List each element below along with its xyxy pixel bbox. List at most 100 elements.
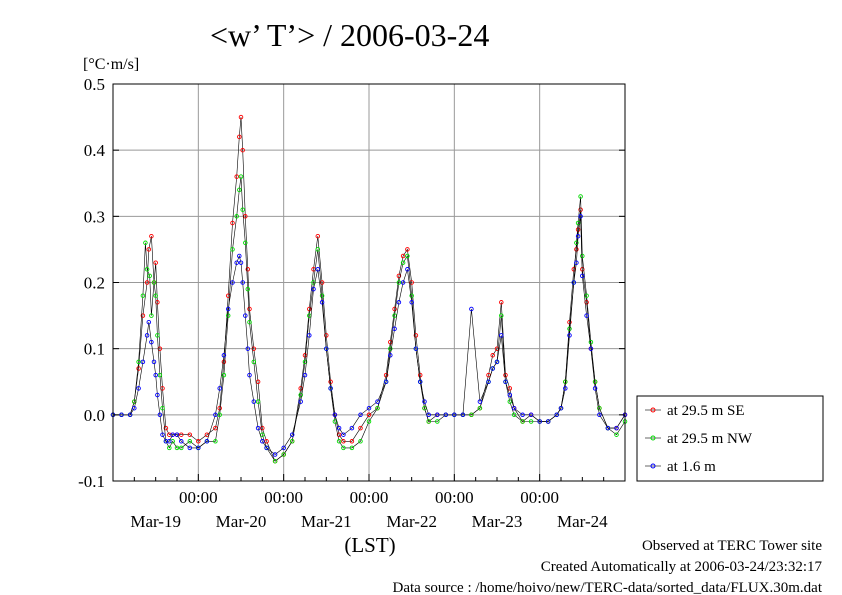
data-point <box>588 339 594 345</box>
data-point <box>554 412 559 418</box>
data-point <box>146 319 152 325</box>
data-point <box>422 399 427 404</box>
data-point <box>477 405 483 411</box>
data-point <box>537 419 542 424</box>
x-tick-hour-label: 00:00 <box>264 488 303 507</box>
data-point <box>315 233 321 239</box>
y-tick-label: 0.3 <box>84 207 105 226</box>
data-point <box>225 306 231 312</box>
data-point <box>149 233 154 239</box>
data-point <box>324 346 329 351</box>
data-point <box>575 227 581 232</box>
data-point <box>160 405 165 411</box>
data-point <box>336 425 342 431</box>
data-point <box>221 359 227 365</box>
data-point <box>136 386 141 391</box>
data-point <box>511 412 517 418</box>
data-point <box>528 419 534 424</box>
data-point <box>358 439 363 444</box>
y-tick-label: 0.4 <box>84 141 106 160</box>
data-point <box>409 280 414 285</box>
data-point <box>580 273 585 279</box>
data-point <box>144 280 150 285</box>
data-point <box>221 353 227 358</box>
data-point <box>132 399 137 404</box>
x-tick-hour-label: 00:00 <box>520 488 559 507</box>
data-point <box>469 412 474 418</box>
data-point <box>157 412 163 418</box>
data-point <box>225 313 231 318</box>
footer-source: Data source : /home/hoivo/new/TERC-data/… <box>393 580 823 595</box>
data-point <box>213 439 218 444</box>
y-axis-unit: [°C·m/s] <box>83 56 139 73</box>
data-point <box>435 412 440 418</box>
data-point <box>155 392 160 398</box>
data-point <box>567 333 572 338</box>
data-point <box>460 412 466 418</box>
data-point <box>592 379 598 385</box>
y-tick-label: 0.5 <box>84 75 105 94</box>
data-point <box>443 412 449 418</box>
data-point <box>499 333 504 338</box>
data-point <box>260 425 265 431</box>
data-point <box>503 379 508 385</box>
data-point <box>413 333 419 338</box>
data-point <box>405 267 410 272</box>
data-point <box>328 386 333 391</box>
data-point <box>146 247 152 252</box>
data-point <box>238 260 244 265</box>
data-point <box>298 386 303 391</box>
data-point <box>383 379 389 385</box>
data-point <box>567 319 572 325</box>
data-point <box>221 372 227 378</box>
data-point <box>578 194 583 199</box>
data-point <box>151 280 157 285</box>
data-point <box>584 313 589 318</box>
data-point <box>597 405 602 411</box>
data-point <box>388 346 393 351</box>
data-point <box>155 300 160 305</box>
data-point <box>255 425 261 431</box>
data-point <box>578 214 583 219</box>
data-point <box>574 260 579 265</box>
data-point <box>302 353 308 358</box>
data-point <box>336 432 342 437</box>
footer-created: Created Automatically at 2006-03-24/23:3… <box>541 559 823 575</box>
data-point <box>272 452 278 457</box>
data-point <box>499 313 504 318</box>
data-point <box>341 445 346 451</box>
data-point <box>149 313 154 318</box>
data-point <box>520 419 525 424</box>
data-point <box>140 293 146 298</box>
data-point <box>469 306 474 312</box>
data-point <box>153 293 158 298</box>
data-point <box>388 339 393 345</box>
data-point <box>520 412 525 418</box>
data-point <box>405 253 410 259</box>
data-point <box>119 412 124 418</box>
data-point <box>366 412 372 418</box>
legend: at 29.5 m SE at 29.5 m NW at 1.6 m <box>636 395 824 482</box>
data-point <box>281 452 286 457</box>
data-point <box>392 313 397 318</box>
data-point <box>151 359 157 365</box>
data-point <box>388 353 393 358</box>
data-point <box>170 432 175 437</box>
data-point <box>302 359 308 365</box>
data-point <box>136 359 141 365</box>
data-point <box>349 445 355 451</box>
data-point <box>307 333 312 338</box>
data-point <box>396 300 402 305</box>
data-point <box>237 253 242 259</box>
data-point <box>245 267 251 272</box>
data-point <box>144 333 150 338</box>
data-point <box>396 280 402 285</box>
data-point <box>383 372 389 378</box>
data-point <box>315 247 321 252</box>
data-point <box>289 432 295 437</box>
data-point <box>614 432 619 437</box>
data-point <box>426 419 431 424</box>
data-point <box>400 260 406 265</box>
legend-label: at 29.5 m SE <box>667 403 745 419</box>
x-day-label: Mar-23 <box>472 512 523 531</box>
